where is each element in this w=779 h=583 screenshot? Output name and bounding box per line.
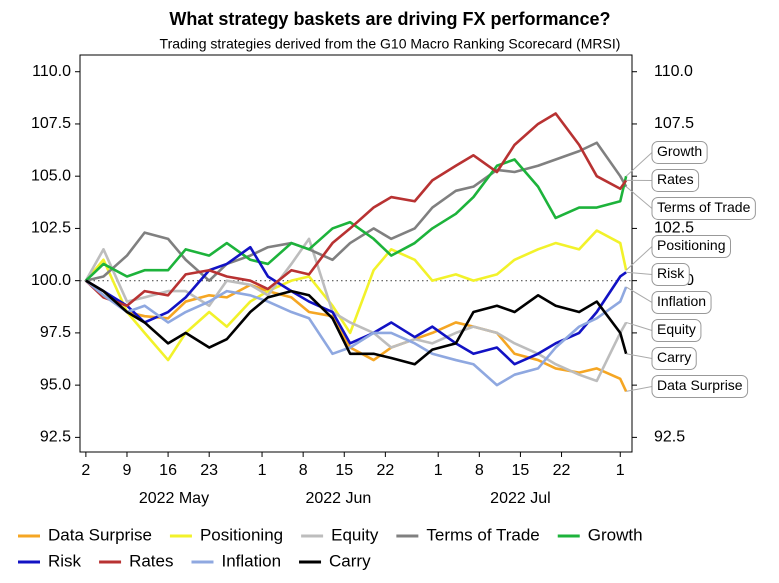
plot-frame (79, 54, 633, 453)
end-label: Growth (657, 143, 702, 159)
label-connector (626, 385, 653, 392)
end-label: Carry (657, 349, 691, 365)
label-connector (625, 186, 653, 209)
label-box (651, 262, 690, 286)
x-tick-label: 1 (258, 462, 267, 479)
x-tick-label: 15 (512, 462, 530, 479)
y-tick-label: 95.0 (40, 376, 71, 393)
legend-label: Carry (329, 551, 371, 570)
x-tick-label: 1 (434, 462, 443, 479)
end-label: Risk (657, 265, 685, 281)
label-box (651, 140, 708, 164)
legend-label: Data Surprise (48, 525, 152, 544)
series-line (84, 229, 628, 362)
label-box (651, 196, 756, 220)
label-box (651, 234, 731, 258)
series-line (84, 158, 628, 282)
label-connector (625, 321, 653, 331)
y-tick-label: 92.5 (40, 429, 71, 446)
label-box (651, 374, 749, 398)
legend-label: Positioning (200, 525, 283, 544)
label-connector (626, 353, 653, 359)
x-tick-label: 23 (200, 462, 218, 479)
x-tick-label: 15 (335, 462, 353, 479)
label-connector (625, 246, 653, 271)
series-line (85, 245, 627, 366)
series-line (85, 279, 628, 387)
y2-tick-label: 102.5 (654, 220, 694, 237)
x-tick-label: 16 (159, 462, 177, 479)
x-tick-label: 8 (475, 462, 484, 479)
legend-label: Equity (331, 525, 379, 544)
y2-tick-label: 92.5 (654, 429, 685, 446)
y2-tick-label: 110.0 (654, 63, 693, 80)
legend-label: Risk (48, 551, 82, 570)
y-tick-label: 110.0 (32, 63, 71, 80)
label-box (651, 346, 697, 370)
legend-label: Inflation (221, 551, 281, 570)
series-line (84, 112, 628, 308)
end-label: Inflation (657, 293, 706, 309)
legend-label: Growth (588, 525, 643, 544)
y-tick-label: 97.5 (40, 324, 71, 341)
label-box (651, 318, 702, 342)
end-label: Rates (657, 171, 694, 187)
y-tick-label: 102.5 (31, 220, 71, 237)
month-label: 2022 Jul (490, 490, 551, 507)
label-connector (625, 152, 653, 177)
chart-subtitle: Trading strategies derived from the G10 … (160, 36, 621, 52)
end-label: Terms of Trade (657, 199, 751, 215)
end-label: Positioning (657, 237, 726, 253)
month-label: 2022 Jun (305, 490, 371, 507)
y-tick-label: 105.0 (31, 167, 71, 184)
x-tick-label: 8 (299, 462, 308, 479)
legend-label: Terms of Trade (426, 525, 539, 544)
x-tick-label: 22 (553, 462, 571, 479)
label-connector (625, 286, 653, 303)
end-label: Equity (657, 321, 696, 337)
y-tick-label: 100.0 (31, 272, 71, 289)
label-box (651, 290, 712, 314)
y-tick-label: 107.5 (31, 115, 71, 132)
x-tick-label: 1 (616, 462, 625, 479)
label-connector (626, 271, 653, 275)
chart-title: What strategy baskets are driving FX per… (169, 9, 610, 29)
legend-label: Rates (129, 551, 173, 570)
x-tick-label: 2 (81, 462, 90, 479)
x-tick-label: 22 (376, 462, 394, 479)
series-line (85, 279, 628, 392)
series-line (85, 279, 628, 366)
y2-tick-label: 107.5 (654, 115, 694, 132)
x-tick-label: 9 (123, 462, 132, 479)
end-label: Data Surprise (657, 377, 743, 393)
label-box (651, 168, 700, 192)
month-label: 2022 May (139, 490, 209, 507)
series-line (85, 141, 628, 282)
